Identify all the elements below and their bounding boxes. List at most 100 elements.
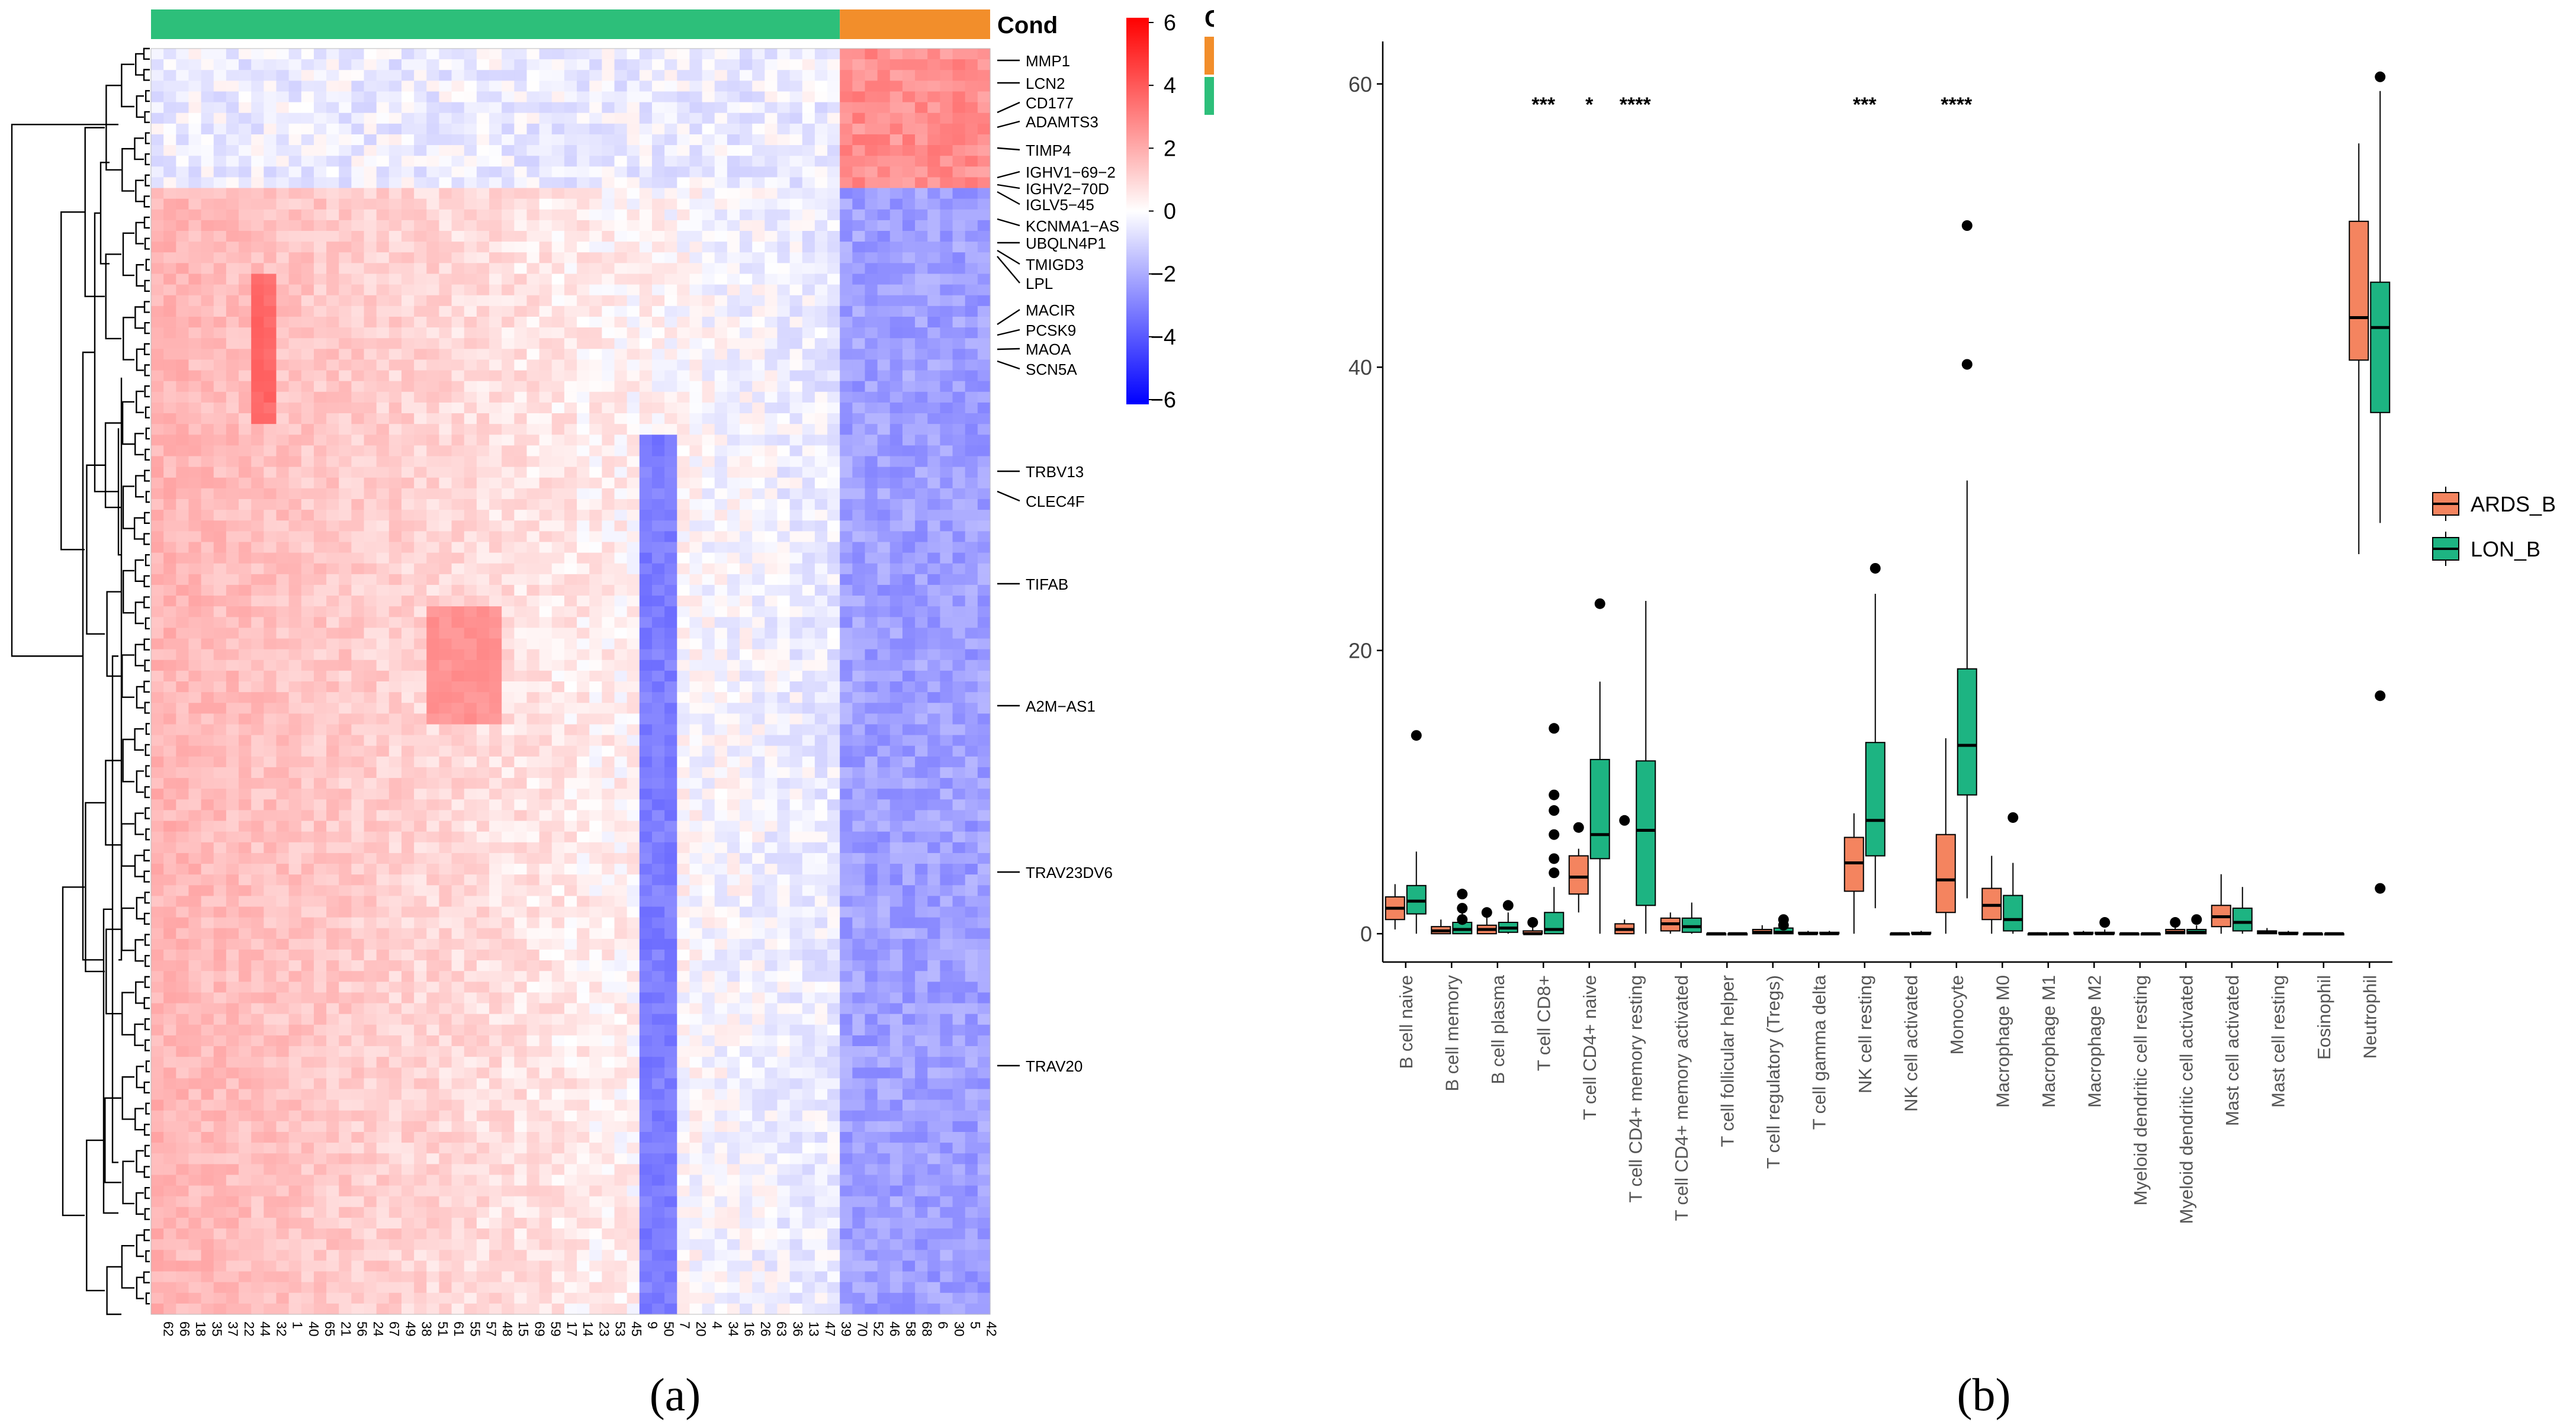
heatmap-cell	[689, 145, 703, 156]
heatmap-cell	[502, 305, 515, 317]
heatmap-cell	[251, 198, 264, 210]
heatmap-cell	[251, 713, 264, 725]
heatmap-cell	[877, 703, 891, 714]
heatmap-cell	[852, 445, 866, 457]
heatmap-cell	[489, 413, 502, 424]
heatmap-cell	[451, 102, 465, 114]
heatmap-cell	[276, 391, 290, 403]
heatmap-cell	[451, 112, 465, 124]
heatmap-cell	[426, 467, 440, 478]
heatmap-cell	[251, 606, 264, 617]
heatmap-cell	[827, 445, 840, 457]
heatmap-cell	[213, 81, 227, 92]
heatmap-cell	[439, 70, 452, 81]
heatmap-cell	[877, 767, 891, 779]
heatmap-cell	[677, 134, 690, 146]
heatmap-cell	[226, 252, 239, 263]
heatmap-cell	[664, 81, 677, 92]
heatmap-cell	[877, 713, 891, 725]
heatmap-cell	[777, 574, 791, 586]
heatmap-cell	[339, 242, 352, 253]
heatmap-cell	[213, 724, 227, 736]
heatmap-cell	[288, 745, 302, 757]
heatmap-cell	[577, 488, 590, 500]
dendrogram-branch	[60, 211, 85, 551]
dendrogram-branch	[122, 1160, 134, 1205]
heatmap-cell	[940, 242, 953, 253]
heatmap-cell	[602, 606, 615, 617]
heatmap-cell	[313, 767, 327, 779]
heatmap-cell	[251, 338, 264, 349]
heatmap-cell	[651, 70, 665, 81]
heatmap-cell	[414, 745, 427, 757]
heatmap-cell	[689, 520, 703, 532]
heatmap-cell	[514, 338, 528, 349]
heatmap-cell	[476, 274, 490, 285]
heatmap-cell	[639, 520, 653, 532]
heatmap-cell	[677, 596, 690, 607]
heatmap-cell	[814, 498, 828, 510]
heatmap-cell	[777, 327, 791, 339]
heatmap-cell	[802, 370, 815, 382]
heatmap-cell	[502, 520, 515, 532]
heatmap-cell	[589, 692, 602, 703]
heatmap-cell	[539, 498, 553, 510]
heatmap-cell	[176, 274, 189, 285]
heatmap-cell	[188, 670, 202, 682]
heatmap-cell	[677, 477, 690, 489]
heatmap-cell	[376, 231, 390, 242]
heatmap-cell	[877, 445, 891, 457]
heatmap-cell	[551, 670, 565, 682]
heatmap-cell	[677, 488, 690, 500]
heatmap-cell	[551, 220, 565, 231]
heatmap-cell	[351, 209, 365, 221]
heatmap-cell	[426, 574, 440, 586]
heatmap-cell	[239, 467, 252, 478]
heatmap-cell	[814, 295, 828, 307]
heatmap-cell	[151, 574, 164, 586]
heatmap-cell	[865, 242, 878, 253]
heatmap-cell	[489, 531, 502, 543]
heatmap-cell	[339, 177, 352, 189]
heatmap-cell	[627, 413, 640, 424]
heatmap-cell	[965, 102, 978, 114]
heatmap-cell	[313, 145, 327, 156]
heatmap-cell	[551, 134, 565, 146]
heatmap-cell	[752, 327, 765, 339]
heatmap-cell	[714, 274, 728, 285]
heatmap-cell	[752, 91, 765, 103]
heatmap-cell	[602, 456, 615, 468]
heatmap-cell	[789, 295, 803, 307]
heatmap-cell	[814, 660, 828, 671]
heatmap-cell	[614, 606, 628, 617]
heatmap-cell	[852, 231, 866, 242]
heatmap-cell	[151, 70, 164, 81]
heatmap-cell	[176, 477, 189, 489]
heatmap-cell	[677, 778, 690, 789]
heatmap-cell	[426, 112, 440, 124]
heatmap-cell	[163, 123, 176, 135]
heatmap-cell	[288, 713, 302, 725]
heatmap-cell	[865, 810, 878, 822]
dendrogram-branch	[143, 638, 150, 651]
heatmap-cell	[814, 724, 828, 736]
heatmap-cell	[714, 295, 728, 307]
heatmap-cell	[201, 735, 214, 747]
heatmap-cell	[889, 445, 903, 457]
heatmap-cell	[927, 59, 940, 70]
heatmap-cell	[889, 305, 903, 317]
heatmap-cell	[376, 102, 390, 114]
heatmap-cell	[577, 520, 590, 532]
heatmap-cell	[827, 349, 840, 361]
heatmap-cell	[539, 338, 553, 349]
heatmap-cell	[539, 295, 553, 307]
heatmap-cell	[602, 112, 615, 124]
heatmap-cell	[677, 156, 690, 167]
heatmap-cell	[502, 81, 515, 92]
heatmap-cell	[464, 584, 477, 596]
heatmap-cell	[163, 305, 176, 317]
heatmap-cell	[852, 767, 866, 779]
heatmap-cell	[239, 59, 252, 70]
heatmap-cell	[965, 413, 978, 424]
heatmap-cell	[915, 799, 928, 811]
